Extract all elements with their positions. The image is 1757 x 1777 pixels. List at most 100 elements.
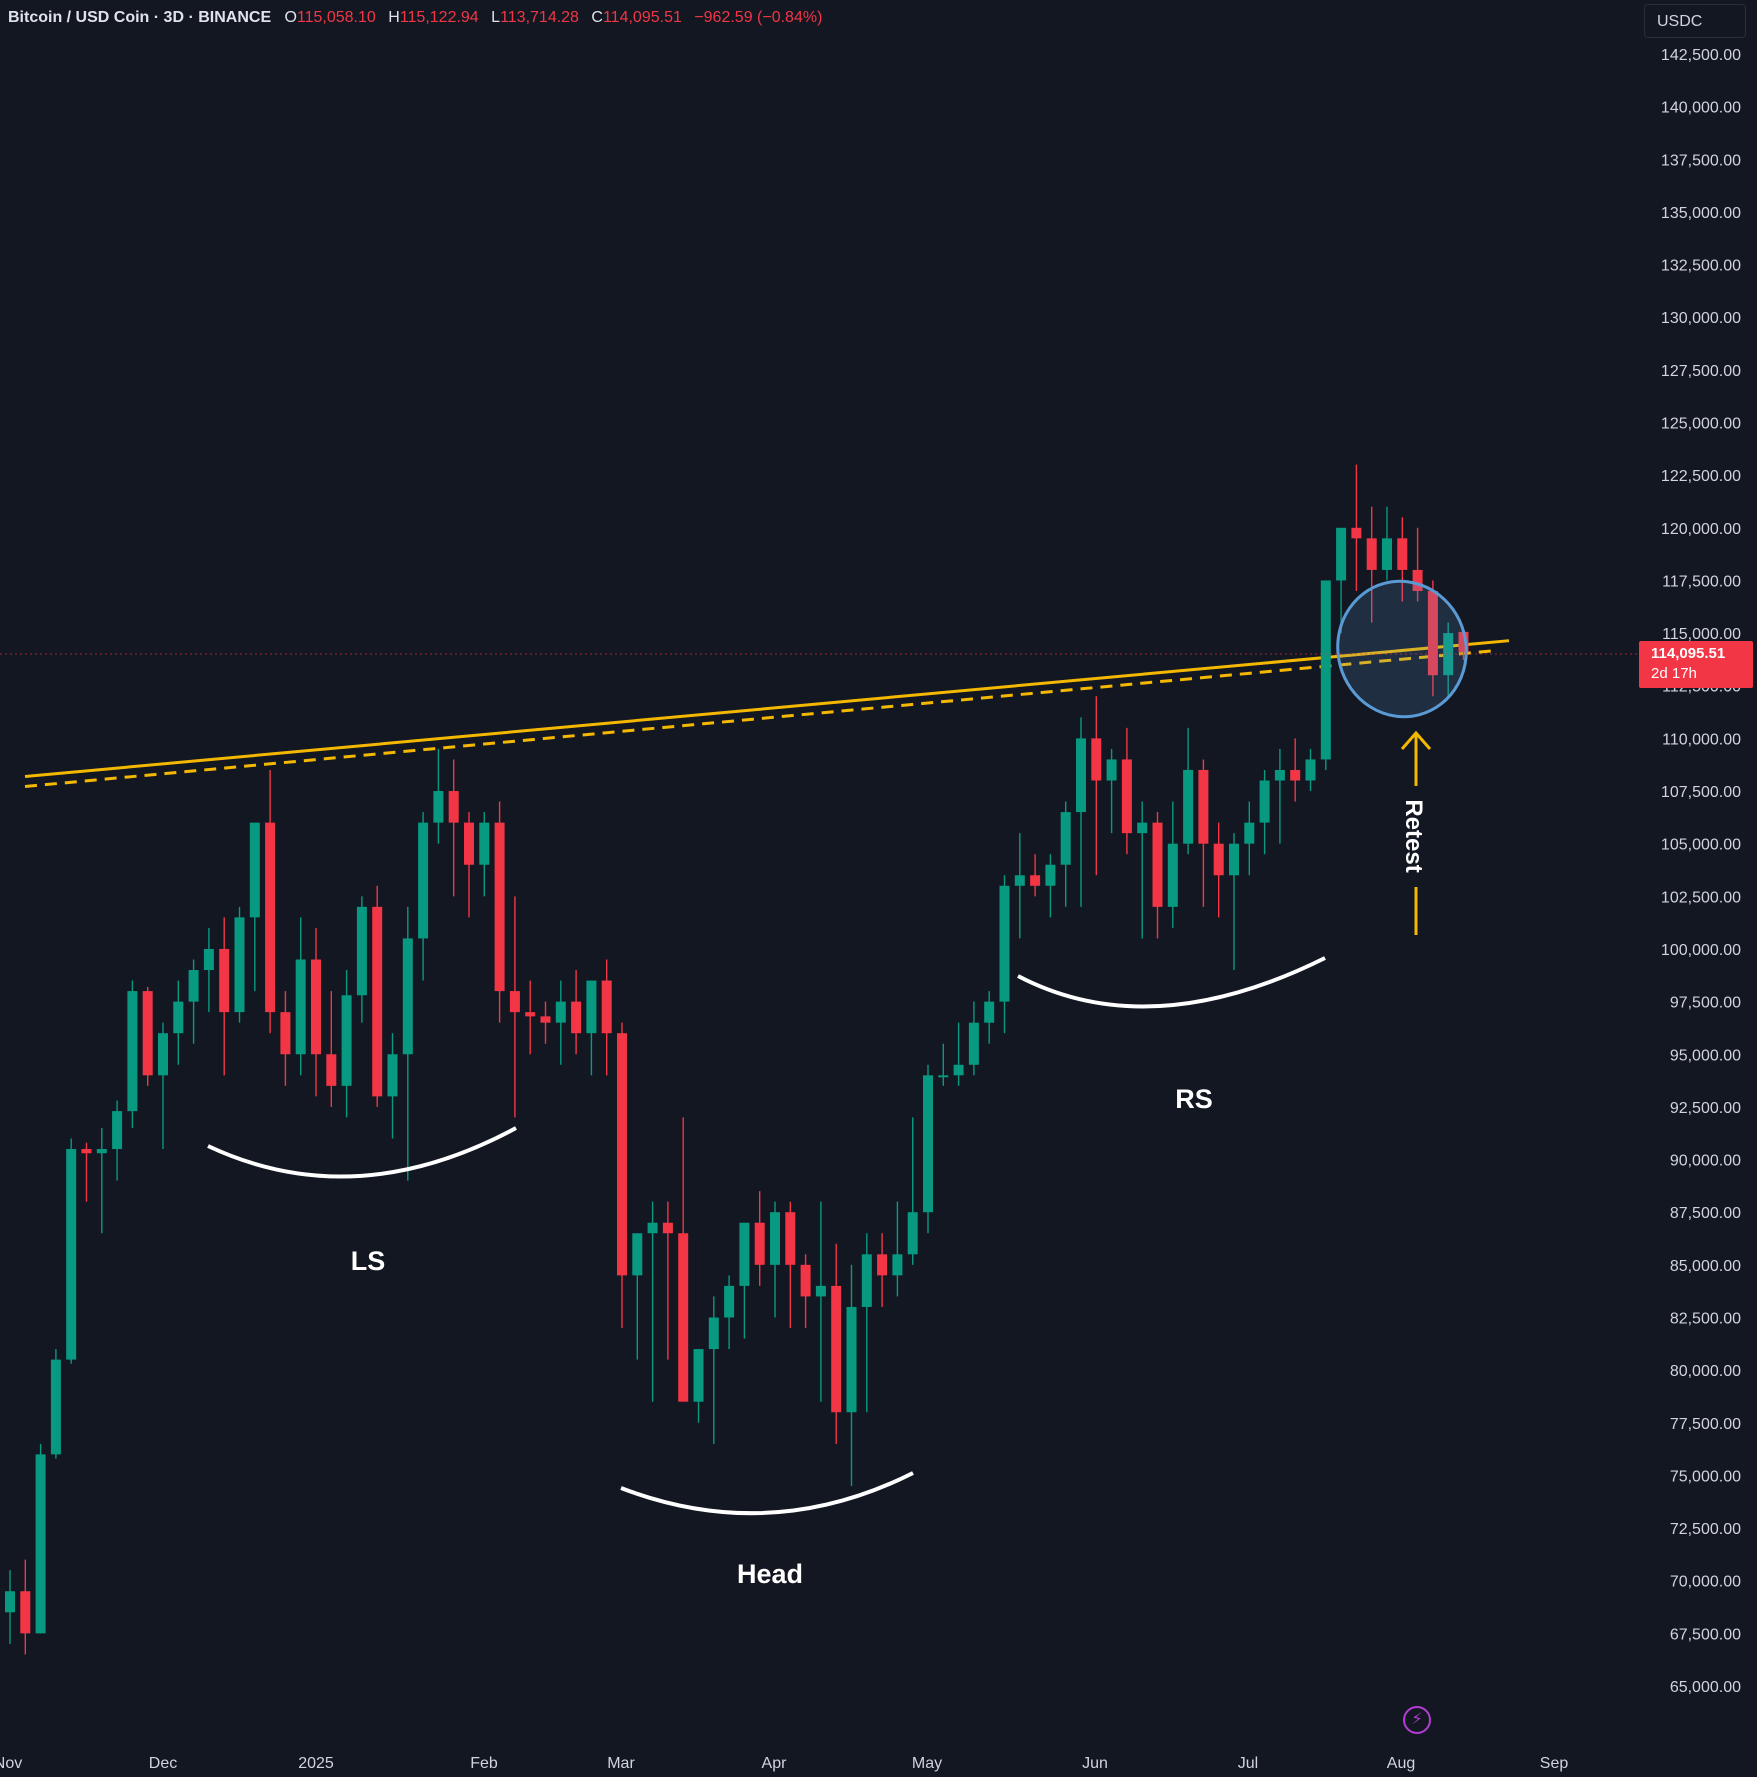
time-tick-label: Apr — [762, 1755, 788, 1772]
candle-body — [1458, 631, 1469, 653]
candle-body — [1244, 822, 1255, 844]
head-curve — [620, 1471, 914, 1516]
candle-body — [372, 906, 383, 1097]
candle-body — [1091, 738, 1102, 781]
candle-body — [846, 1306, 857, 1413]
price-tick-label: 120,000.00 — [1661, 521, 1741, 538]
candle-body — [1167, 843, 1178, 907]
retest-circle — [1336, 579, 1468, 719]
candle-body — [66, 1149, 77, 1360]
candle-body — [968, 1022, 979, 1065]
candle-body — [249, 822, 260, 918]
bar-countdown: 2d 17h — [1651, 665, 1697, 682]
candle-body — [1106, 759, 1117, 781]
candle-body — [540, 1016, 551, 1023]
candle-body — [1274, 769, 1285, 781]
candle-body — [479, 822, 490, 865]
candle-body — [1412, 569, 1423, 591]
candle-body — [280, 1012, 291, 1055]
price-tick-label: 137,500.00 — [1661, 152, 1741, 169]
candle-body — [923, 1075, 933, 1213]
candle-body — [739, 1222, 750, 1286]
change-value: −962.59 (−0.84%) — [694, 9, 823, 26]
close-label: C — [591, 9, 603, 26]
candle-body — [907, 1212, 918, 1255]
time-tick-label: Mar — [607, 1755, 635, 1772]
candle-body — [402, 938, 413, 1055]
candle-body — [1382, 538, 1392, 570]
time-tick-label: Nov — [0, 1755, 22, 1772]
candle-body — [678, 1233, 689, 1402]
candle-body — [265, 822, 276, 1013]
price-tick-label: 140,000.00 — [1661, 100, 1741, 117]
time-tick-label: Aug — [1387, 1755, 1415, 1772]
low-label: L — [491, 9, 501, 26]
candle-body — [1320, 580, 1331, 760]
price-axis: 142,500.00 140,000.00 137,500.00 135,000.00… — [1661, 47, 1741, 1696]
candle-body — [1443, 633, 1454, 676]
price-tick-label: 107,500.00 — [1661, 784, 1741, 801]
candle-body — [525, 1012, 536, 1017]
candle-body — [433, 791, 444, 823]
price-tick-label: 110,000.00 — [1662, 731, 1741, 748]
price-tick-label: 135,000.00 — [1661, 205, 1741, 222]
candle-body — [555, 1001, 566, 1023]
candle-body — [5, 1591, 15, 1613]
candle-body — [142, 991, 153, 1076]
retest-label: Retest — [1400, 799, 1427, 872]
candle-body — [601, 980, 612, 1034]
candle-body — [341, 995, 352, 1086]
candle-body — [693, 1349, 704, 1402]
candle-body — [724, 1285, 735, 1318]
price-tick-label: 75,000.00 — [1670, 1468, 1741, 1485]
candle-body — [1427, 590, 1438, 676]
candle-body — [219, 948, 230, 1013]
time-tick-label: Jun — [1082, 1755, 1108, 1772]
candle-body — [1137, 822, 1148, 834]
time-tick-label: Jul — [1238, 1755, 1258, 1772]
time-tick-label: 2025 — [298, 1755, 334, 1772]
price-tick-label: 72,500.00 — [1670, 1521, 1741, 1538]
price-tick-label: 117,500.00 — [1662, 573, 1741, 590]
candle-body — [20, 1591, 31, 1634]
symbol-title[interactable]: Bitcoin / USD Coin · 3D · BINANCE — [8, 9, 272, 26]
candle-body — [1060, 812, 1071, 865]
candle-body — [464, 822, 474, 865]
candle-body — [877, 1254, 888, 1276]
price-tick-label: 125,000.00 — [1661, 416, 1741, 433]
candle-body — [173, 1001, 184, 1034]
candle-body — [1152, 822, 1163, 907]
candle-body — [1305, 759, 1316, 781]
candle-body — [800, 1264, 811, 1297]
time-tick-label: Dec — [149, 1755, 177, 1772]
candle-body — [35, 1454, 46, 1634]
price-tick-label: 130,000.00 — [1661, 310, 1741, 327]
annotations: LS Head RS Retest — [207, 579, 1468, 1589]
candle-body — [953, 1064, 964, 1076]
candle-body — [1290, 769, 1301, 781]
candle-body — [1397, 538, 1408, 570]
candle-body — [158, 1033, 168, 1076]
high-label: H — [388, 9, 400, 26]
price-tick-label: 80,000.00 — [1670, 1363, 1741, 1380]
price-tick-label: 82,500.00 — [1670, 1310, 1741, 1327]
price-tick-label: 87,500.00 — [1670, 1205, 1741, 1222]
candle-body — [632, 1233, 643, 1276]
candle-body — [754, 1222, 765, 1265]
candle-body — [387, 1054, 398, 1097]
lightning-bolt-icon[interactable]: ⚡ — [1403, 1706, 1431, 1734]
symbol-header: Bitcoin / USD Coin · 3D · BINANCE O115,0… — [8, 9, 830, 27]
head-label: Head — [737, 1559, 803, 1589]
candlestick-series — [5, 464, 1469, 1655]
candle-body — [112, 1111, 123, 1150]
price-tick-label: 92,500.00 — [1670, 1100, 1741, 1117]
candle-body — [1076, 738, 1086, 813]
price-tick-label: 77,500.00 — [1670, 1416, 1741, 1433]
price-tick-label: 100,000.00 — [1661, 942, 1741, 959]
candle-body — [418, 822, 429, 939]
last-price-tag: 114,095.51 2d 17h — [1639, 641, 1753, 688]
candle-body — [326, 1054, 337, 1086]
price-tick-label: 67,500.00 — [1670, 1626, 1741, 1643]
currency-selector[interactable]: USDC — [1644, 4, 1746, 38]
